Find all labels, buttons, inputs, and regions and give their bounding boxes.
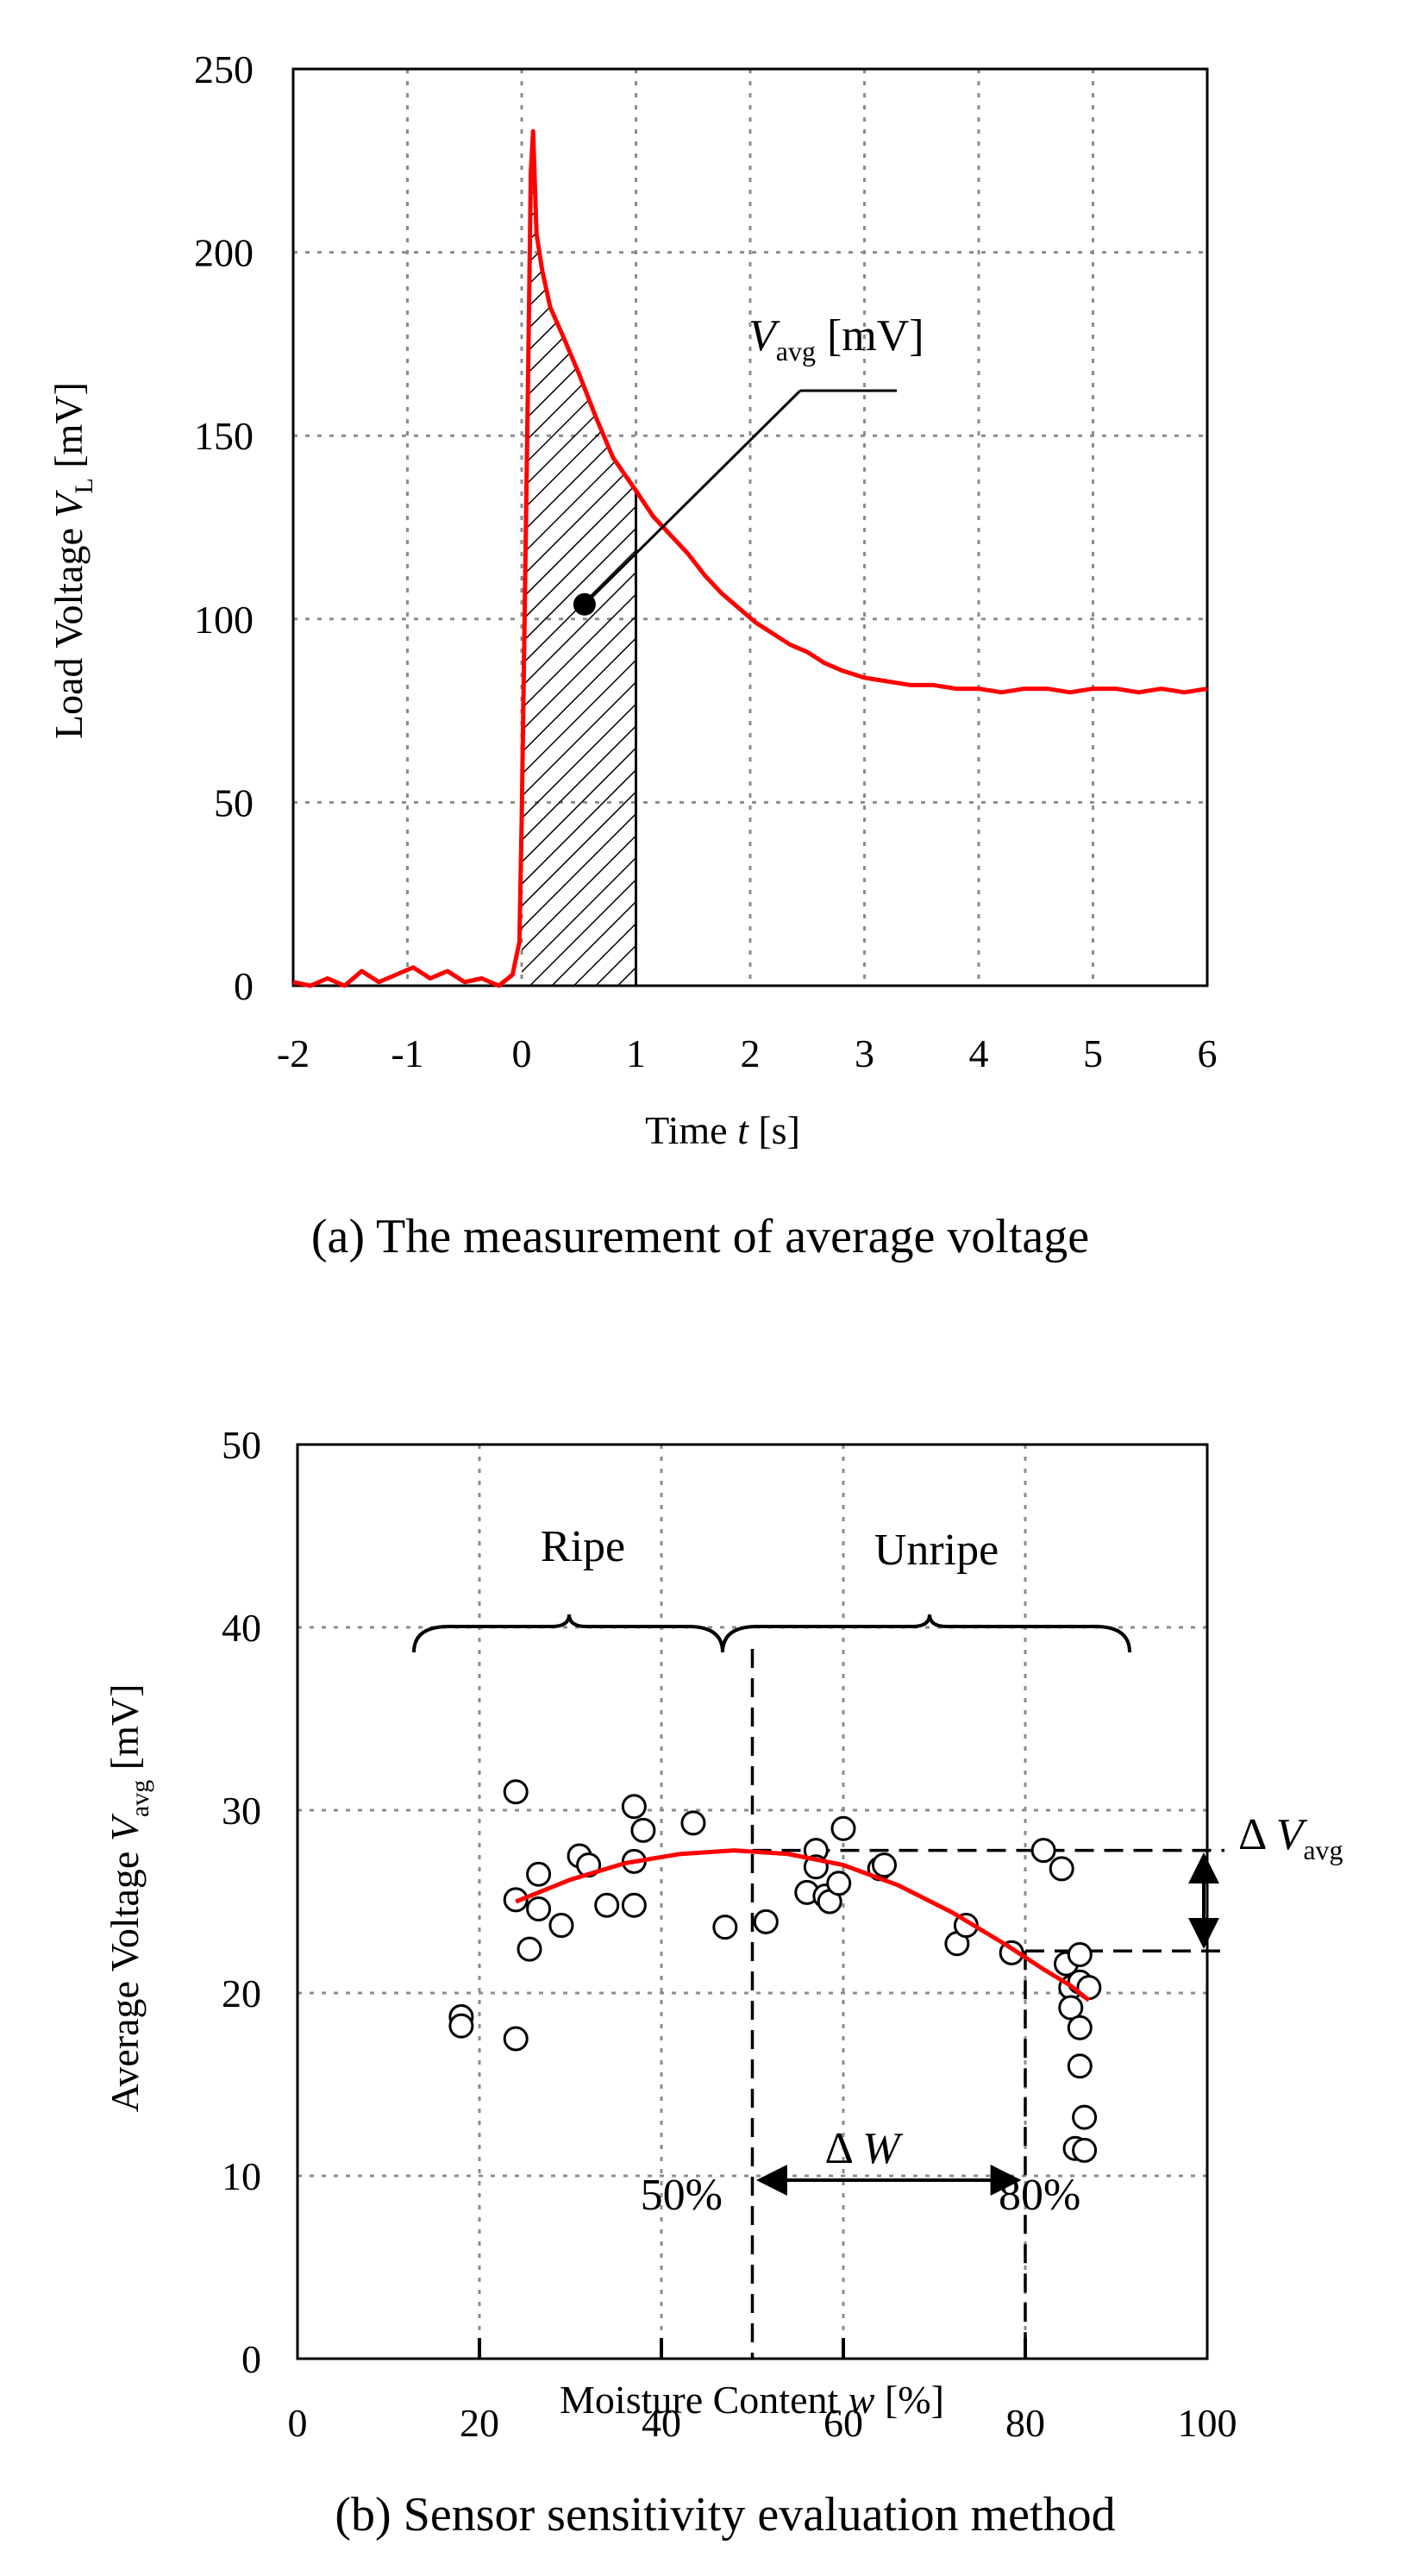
chart-b-data-point [830, 1815, 856, 1841]
chart-b-ripe-brace [412, 1614, 724, 1653]
chart-b-x-tick-label: 80 [1005, 2401, 1045, 2445]
chart-b-x-tick-label: 20 [460, 2401, 499, 2445]
chart-b-data-point [1067, 1941, 1093, 1967]
chart-a-y-tick-label: 200 [194, 231, 254, 275]
chart-b-data-point [1067, 2053, 1093, 2079]
chart-b-data-point [621, 1892, 647, 1918]
chart-b-data-point [1030, 1838, 1056, 1864]
chart-b-x-tick-label: 0 [288, 2401, 308, 2445]
chart-b-data-point [1072, 2137, 1098, 2163]
chart-b-data-point [826, 1871, 852, 1896]
chart-a-x-tick-label: -2 [277, 1031, 310, 1075]
chart-b-data-point [1067, 2015, 1093, 2040]
chart-a-y-tick-label: 250 [194, 47, 254, 91]
chart-b-y-tick-label: 50 [222, 1423, 261, 1467]
chart-b-data-point [621, 1794, 647, 1820]
chart-b-y-ticks: 0 10 20 30 40 50 [222, 1423, 261, 2381]
chart-b-x-tick-label: 40 [642, 2401, 681, 2445]
chart-a-frame [291, 67, 1209, 987]
chart-a-y-tick-label: 150 [194, 414, 254, 458]
chart-a-y-tick-label: 100 [194, 598, 254, 642]
chart-b-ripe-label: Ripe [541, 1522, 625, 1571]
chart-a-y-ticks: 0 50 100 150 200 250 [194, 47, 254, 1008]
chart-a-hatched-area [522, 131, 636, 986]
chart-a-caption: (a) The measurement of average voltage [311, 1210, 1089, 1263]
chart-b-delta-w-label: Δ W [825, 2124, 905, 2173]
chart-b-data-point [448, 2013, 474, 2039]
chart-b-data-point [630, 1817, 656, 1843]
chart-a-x-ticks: -2 -1 0 1 2 3 4 5 6 [277, 1031, 1218, 1075]
chart-b-80pct-label: 80% [999, 2171, 1080, 2220]
chart-b-x-ticks: 0 20 40 60 80 100 [288, 2401, 1237, 2445]
chart-a-y-axis-title: Load Voltage VL [mV] [47, 382, 98, 739]
chart-b-y-axis-title: Average Voltage Vavg [mV] [103, 1684, 154, 2113]
chart-a-x-tick-label: 2 [741, 1031, 761, 1075]
chart-b-scatter-points [448, 1779, 1102, 2163]
chart-b-data-point [503, 1779, 529, 1805]
chart-b-data-point [548, 1913, 574, 1939]
chart-a-annotation-leader [583, 389, 802, 605]
chart-b-delta-v-label: Δ Vavg [1238, 1810, 1343, 1865]
chart-a-grid [293, 69, 1207, 986]
chart-a-x-tick-label: -1 [391, 1031, 423, 1075]
chart-b-y-tick-label: 30 [222, 1789, 261, 1833]
chart-b-grid [297, 1445, 1207, 2359]
chart-b-data-point [1072, 2104, 1098, 2130]
chart-b-data-point [871, 1852, 897, 1878]
chart-b-caption: (b) Sensor sensitivity evaluation method [335, 2488, 1115, 2542]
chart-a-x-tick-label: 1 [626, 1031, 646, 1075]
chart-b-unripe-brace [721, 1614, 1131, 1653]
chart-b: 0 10 20 30 40 50 0 20 40 60 80 100 Ripe Unripe Δ W… [103, 1423, 1343, 2542]
chart-b-data-point [1049, 1856, 1074, 1882]
chart-b-data-point [517, 1936, 542, 1962]
chart-b-fitted-curve [515, 1848, 1091, 2003]
chart-a-x-tick-label: 4 [969, 1031, 989, 1075]
chart-a-annotation-point [573, 592, 596, 616]
chart-b-data-point [526, 1861, 552, 1887]
chart-b-y-tick-label: 0 [241, 2337, 261, 2381]
chart-a-x-tick-label: 0 [512, 1031, 532, 1075]
chart-a-x-tick-label: 3 [855, 1031, 874, 1075]
chart-b-x-tick-label: 60 [823, 2401, 863, 2445]
chart-b-y-tick-label: 40 [222, 1606, 261, 1650]
chart-a-series-load-voltage [292, 128, 1208, 988]
chart-b-data-point [712, 1915, 738, 1940]
chart-b-y-tick-label: 20 [222, 1971, 261, 2015]
chart-b-data-point [753, 1908, 779, 1934]
chart-a-y-tick-label: 50 [214, 780, 254, 824]
chart-a-annotation-label: Vavg [mV] [748, 311, 924, 367]
chart-b-y-tick-label: 10 [222, 2154, 261, 2198]
chart-b-x-tick-label: 100 [1178, 2401, 1237, 2445]
chart-a-x-tick-label: 5 [1083, 1031, 1103, 1075]
chart-b-unripe-label: Unripe [874, 1526, 999, 1575]
chart-a: 0 50 100 150 200 250 -2 -1 0 1 2 3 4 5 6 Vavg [mV] Lo… [47, 47, 1218, 1263]
chart-b-data-point [1058, 1995, 1084, 2021]
chart-b-x-axis-title: Moisture Content w [%] [560, 2378, 944, 2422]
chart-b-data-point [594, 1892, 620, 1918]
chart-a-x-tick-label: 6 [1198, 1031, 1218, 1075]
chart-b-50pct-label: 50% [641, 2171, 723, 2220]
chart-b-data-point [526, 1896, 552, 1921]
chart-a-x-axis-title: Time t [s] [645, 1108, 800, 1152]
chart-b-data-point [503, 2026, 529, 2052]
chart-b-data-point [680, 1810, 706, 1836]
chart-a-y-tick-label: 0 [234, 964, 254, 1008]
